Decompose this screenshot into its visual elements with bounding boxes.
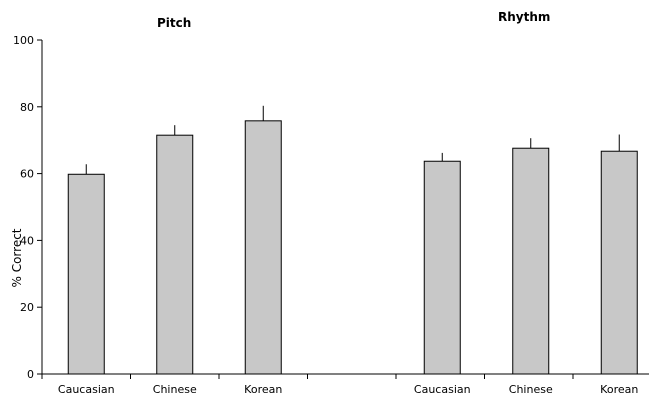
bar [67,173,105,375]
x-tick-label: Chinese [509,383,553,396]
chart-title-rhythm: Rhythm [498,10,551,24]
bars [67,105,638,375]
bar [244,120,282,375]
x-axis: Caucasian Chinese Korean Caucasian Chinese Ko… [41,373,649,396]
y-tick-label: 0 [27,368,34,381]
x-tick-label: Chinese [153,383,197,396]
y-tick-label: 20 [20,301,34,314]
x-tick-label: Caucasian [414,383,471,396]
bar [156,134,194,375]
y-axis: 0 20 40 60 80 100 [13,34,43,381]
y-tick-label: 100 [13,34,34,47]
x-tick-label: Korean [600,383,638,396]
y-tick-label: 60 [20,168,34,181]
y-tick-label: 80 [20,101,34,114]
x-tick-label: Korean [244,383,282,396]
y-tick-label: 40 [20,234,34,247]
chart-title-pitch: Pitch [157,16,192,30]
bar [512,147,550,375]
bar [600,150,638,375]
bar [423,160,461,375]
x-tick-label: Caucasian [58,383,115,396]
